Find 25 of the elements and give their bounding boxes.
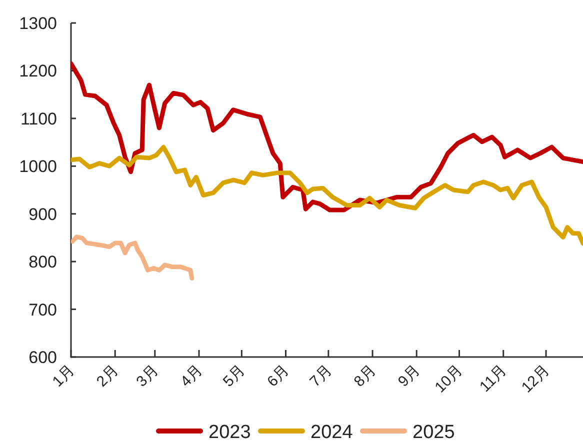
y-tick-label: 1200	[19, 62, 57, 81]
line-series	[71, 144, 583, 246]
y-tick-label: 800	[28, 252, 57, 272]
legend-label: 2023	[208, 422, 251, 441]
x-tick-label: 11月	[476, 362, 510, 396]
x-tick-label: 10月	[432, 362, 466, 396]
x-tick-label: 8月	[350, 362, 380, 390]
line-series	[71, 61, 583, 212]
y-tick-label: 1300	[19, 14, 57, 33]
legend-label: 2024	[310, 422, 354, 441]
legend-label: 2025	[412, 422, 455, 441]
x-tick-label: 12月	[518, 362, 553, 396]
x-tick-label: 2月	[93, 362, 122, 390]
y-tick-label: 600	[28, 348, 57, 367]
x-tick-label: 3月	[133, 362, 162, 390]
x-tick-label: 4月	[177, 362, 206, 390]
y-tick-label: 900	[28, 204, 57, 224]
y-tick-label: 1100	[20, 109, 57, 128]
x-tick-label: 7月	[306, 362, 336, 390]
y-tick-label: 1000	[19, 157, 57, 176]
x-tick-label: 5月	[220, 362, 248, 390]
x-tick-label: 6月	[264, 362, 293, 390]
x-tick-label: 9月	[394, 362, 424, 390]
y-tick-label: 700	[28, 300, 57, 320]
line-series	[71, 234, 194, 281]
